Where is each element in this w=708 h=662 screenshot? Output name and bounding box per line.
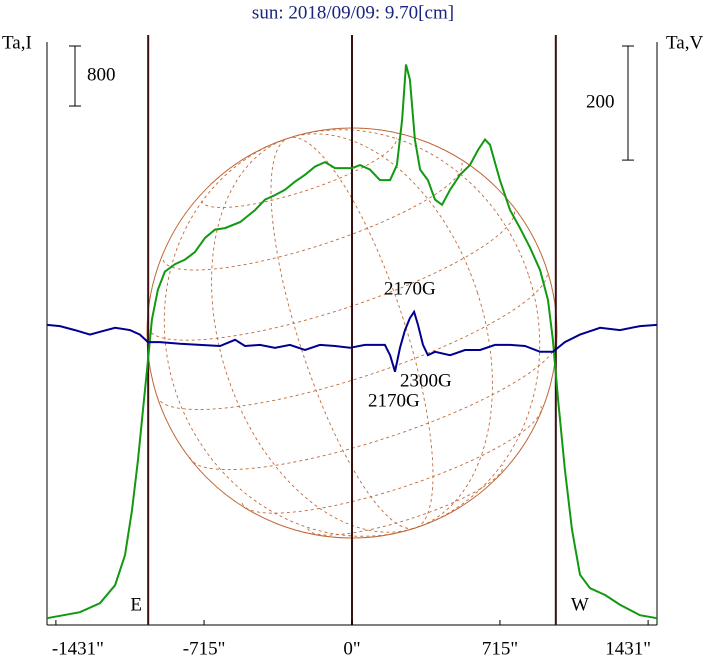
x-tick-label: -715" [183,638,226,659]
y-axis-label: Ta,I [2,32,32,53]
parallel [147,208,516,341]
parallel [307,464,504,536]
parallel [200,137,397,208]
annotation: 2170G [368,390,420,411]
series-line [46,309,658,372]
scale-label: 200 [586,91,615,112]
y2-axis-label: Ta,V [666,32,703,53]
limb-label: W [571,594,589,615]
x-tick-label: 0" [343,638,360,659]
annotation: 2170G [384,278,436,299]
parallel [162,162,463,271]
meridian [211,133,493,533]
x-tick-label: -1431" [52,638,104,659]
x-tick-label: 715" [482,638,518,659]
meridian [163,129,541,537]
parallel [241,405,542,514]
parallel [156,269,548,410]
scale-label: 800 [87,64,116,85]
chart-title: sun: 2018/09/09: 9.70[cm] [252,2,454,23]
series-line [46,64,658,620]
x-tick-label: 1431" [605,638,651,659]
grid-lines [146,127,558,539]
parallel [189,338,558,471]
annotation: 2300G [400,370,452,391]
limb-label: E [130,594,142,615]
